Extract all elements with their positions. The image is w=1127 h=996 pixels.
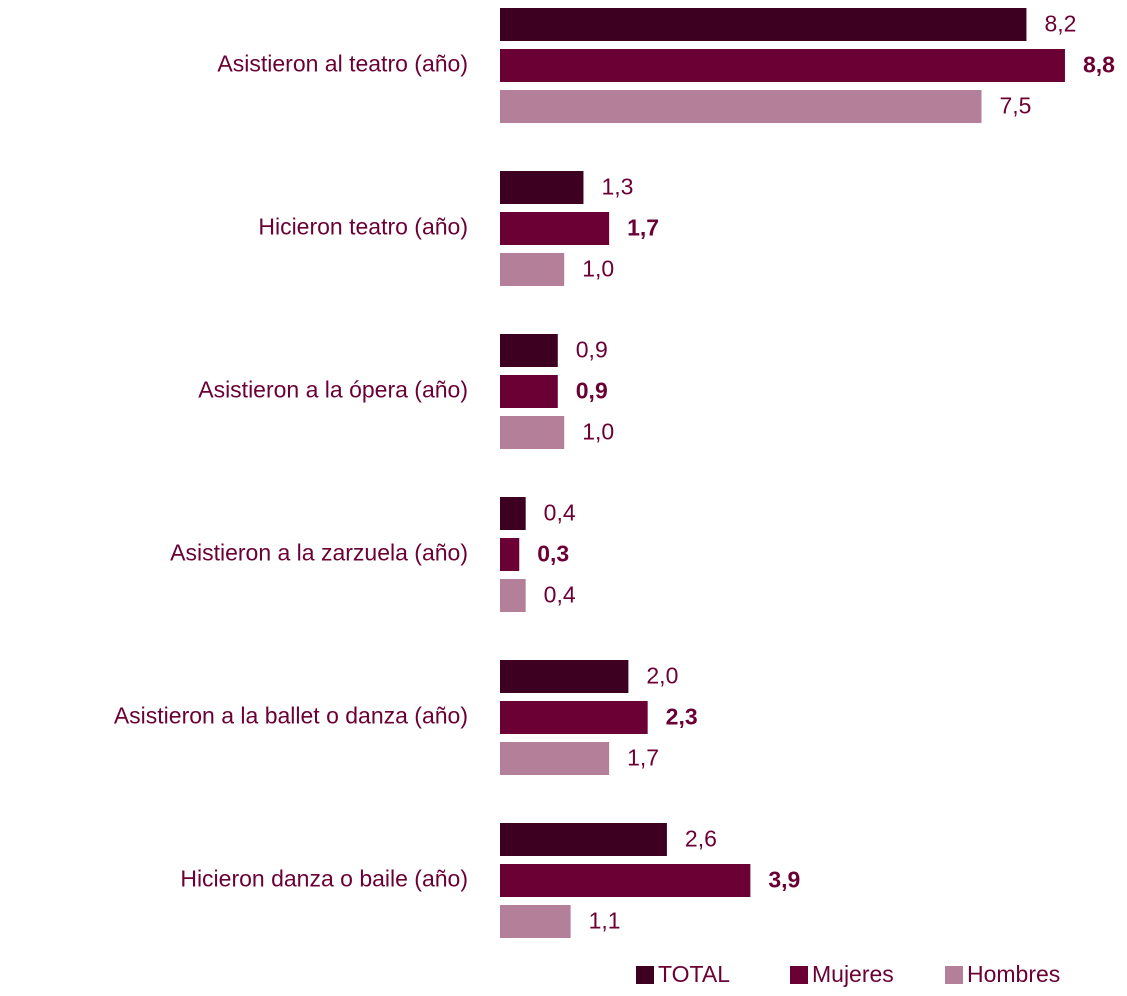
value-label: 2,6 xyxy=(685,826,717,852)
value-label: 1,3 xyxy=(601,174,633,200)
bar xyxy=(500,375,558,408)
category-label: Hicieron teatro (año) xyxy=(258,214,468,240)
value-label: 3,9 xyxy=(768,867,800,893)
value-label: 1,1 xyxy=(589,908,621,934)
value-label: 0,9 xyxy=(576,378,608,404)
bar xyxy=(500,8,1027,41)
legend-label: Mujeres xyxy=(812,961,894,987)
bar xyxy=(500,823,667,856)
value-label: 7,5 xyxy=(1000,93,1032,119)
legend-swatch xyxy=(790,966,808,984)
bar xyxy=(500,579,526,612)
bar xyxy=(500,742,610,775)
legend-swatch xyxy=(945,966,963,984)
value-label: 2,0 xyxy=(646,663,678,689)
bar xyxy=(500,416,565,449)
bar xyxy=(500,660,629,693)
bar xyxy=(500,212,610,245)
category-label: Asistieron al teatro (año) xyxy=(217,51,468,77)
bar xyxy=(500,905,571,938)
value-label: 0,4 xyxy=(544,582,576,608)
bar xyxy=(500,253,565,286)
legend-swatch xyxy=(636,966,654,984)
category-label: Hicieron danza o baile (año) xyxy=(180,866,468,892)
category-label: Asistieron a la zarzuela (año) xyxy=(170,540,468,566)
bar xyxy=(500,538,520,571)
value-label: 0,9 xyxy=(576,337,608,363)
bar xyxy=(500,864,751,897)
value-label: 2,3 xyxy=(666,704,698,730)
legend-label: Hombres xyxy=(967,961,1060,987)
legend-label: TOTAL xyxy=(658,961,730,987)
bar xyxy=(500,171,584,204)
category-label: Asistieron a la ballet o danza (año) xyxy=(114,703,468,729)
value-label: 1,7 xyxy=(627,215,659,241)
bar xyxy=(500,90,982,123)
bar xyxy=(500,497,526,530)
value-label: 1,0 xyxy=(582,419,614,445)
value-label: 8,2 xyxy=(1044,11,1076,37)
value-label: 1,7 xyxy=(627,745,659,771)
value-label: 1,0 xyxy=(582,256,614,282)
category-label: Asistieron a la ópera (año) xyxy=(198,377,468,403)
value-label: 0,4 xyxy=(544,500,576,526)
bar xyxy=(500,334,558,367)
bar xyxy=(500,701,648,734)
bar xyxy=(500,49,1065,82)
value-label: 8,8 xyxy=(1083,52,1115,78)
value-label: 0,3 xyxy=(537,541,569,567)
